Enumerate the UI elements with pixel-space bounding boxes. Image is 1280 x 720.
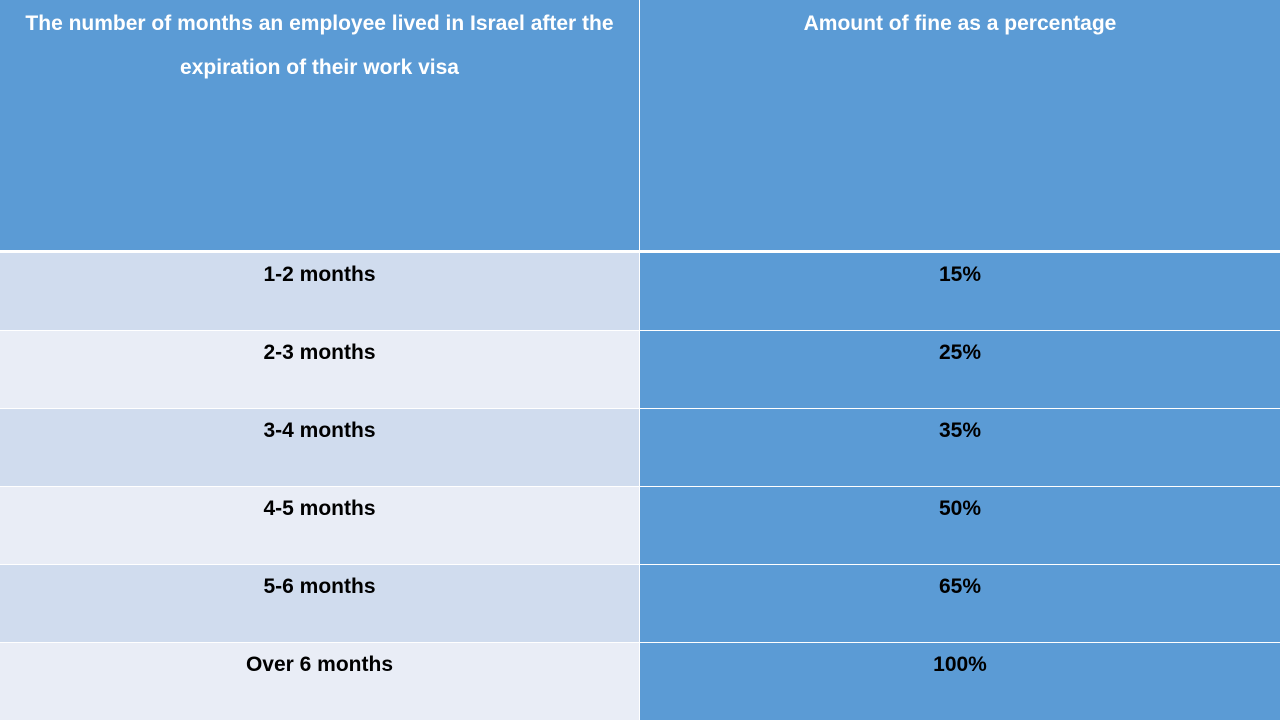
fine-cell: 65% (640, 565, 1280, 642)
header-fine-percentage: Amount of fine as a percentage (640, 0, 1280, 250)
table-row: 1-2 months 15% (0, 253, 1280, 331)
fine-cell: 100% (640, 643, 1280, 720)
table-row: 2-3 months 25% (0, 331, 1280, 409)
months-cell: Over 6 months (0, 643, 639, 720)
table-row: 5-6 months 65% (0, 565, 1280, 643)
months-cell: 1-2 months (0, 253, 639, 330)
months-cell: 4-5 months (0, 487, 639, 564)
fine-cell: 50% (640, 487, 1280, 564)
header-months-duration: The number of months an employee lived i… (0, 0, 639, 250)
fine-cell: 25% (640, 331, 1280, 408)
fine-cell: 15% (640, 253, 1280, 330)
months-cell: 5-6 months (0, 565, 639, 642)
table-row: 3-4 months 35% (0, 409, 1280, 487)
months-cell: 3-4 months (0, 409, 639, 486)
header-divider (0, 250, 1280, 253)
table-body: 1-2 months 15% 2-3 months 25% 3-4 months… (0, 253, 1280, 720)
table-header-row: The number of months an employee lived i… (0, 0, 1280, 250)
fine-cell: 35% (640, 409, 1280, 486)
months-cell: 2-3 months (0, 331, 639, 408)
table-row: Over 6 months 100% (0, 643, 1280, 720)
table-row: 4-5 months 50% (0, 487, 1280, 565)
